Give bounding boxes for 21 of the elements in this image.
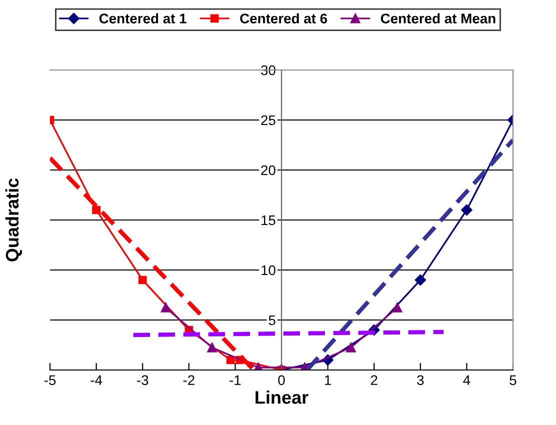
y-tick-label: 5 — [268, 315, 276, 326]
x-tick-label: -4 — [90, 375, 102, 385]
y-tick-label: 10 — [262, 265, 276, 276]
x-tick-label: -1 — [230, 375, 241, 385]
x-tick-label: -5 — [44, 375, 56, 386]
x-tick-label: 1 — [324, 375, 331, 385]
legend-label: Centered at 1 — [99, 13, 186, 24]
x-tick-label: 3 — [417, 375, 424, 386]
y-tick-label: 20 — [261, 165, 276, 176]
legend-label: Centered at Mean — [380, 13, 496, 24]
x-tick-label: 2 — [370, 375, 378, 385]
x-axis-title: Linear — [256, 390, 308, 404]
y-tick-label: 25 — [261, 115, 276, 126]
legend-label: Centered at 6 — [240, 13, 328, 24]
x-tick-label: -2 — [183, 375, 194, 385]
x-tick-label: 5 — [510, 375, 516, 386]
x-tick-label: 4 — [463, 375, 470, 385]
x-tick-label: -3 — [137, 375, 148, 386]
y-axis-title: Quadratic — [5, 178, 22, 262]
y-tick-label: 15 — [262, 215, 276, 226]
x-tick-label: 0 — [278, 375, 285, 386]
